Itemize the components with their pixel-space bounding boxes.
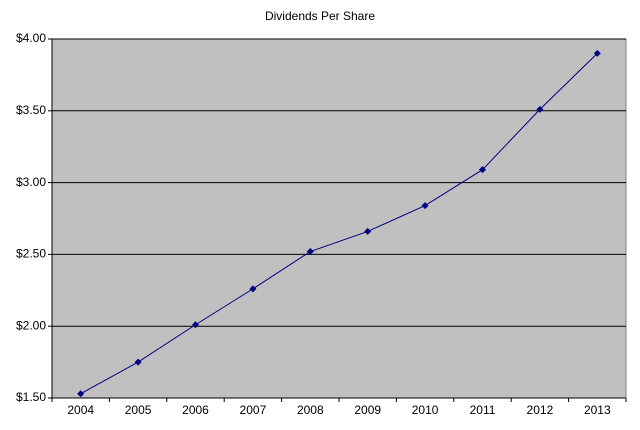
data-marker bbox=[364, 227, 372, 235]
x-tick-label: 2013 bbox=[584, 403, 611, 417]
x-tick-label: 2012 bbox=[527, 403, 554, 417]
data-line bbox=[80, 53, 598, 395]
data-marker bbox=[479, 166, 486, 174]
y-tick-label: $1.50 bbox=[16, 390, 46, 404]
x-tick-label: 2011 bbox=[470, 403, 496, 417]
data-marker bbox=[306, 248, 314, 256]
data-marker bbox=[249, 285, 257, 293]
data-marker bbox=[421, 202, 429, 210]
y-tick-label: $3.00 bbox=[16, 175, 46, 189]
data-marker bbox=[192, 321, 199, 329]
x-tick-label: 2009 bbox=[354, 403, 381, 417]
x-tick-label: 2005 bbox=[125, 403, 152, 417]
y-tick-label: $2.50 bbox=[16, 247, 46, 261]
x-tick-label: 2006 bbox=[182, 403, 209, 417]
data-marker bbox=[77, 390, 85, 398]
data-marker bbox=[134, 358, 142, 366]
x-tick-label: 2010 bbox=[412, 403, 439, 417]
x-tick-label: 2008 bbox=[297, 403, 324, 417]
x-tick-label: 2004 bbox=[67, 403, 94, 417]
y-tick-label: $3.50 bbox=[16, 103, 46, 117]
y-tick-label: $4.00 bbox=[16, 31, 46, 45]
x-tick-label: 2007 bbox=[240, 403, 267, 417]
data-marker bbox=[593, 49, 601, 57]
data-marker bbox=[536, 105, 544, 113]
chart-title: Dividends Per Share bbox=[265, 9, 375, 23]
y-tick-label: $2.00 bbox=[16, 318, 46, 332]
plot-area bbox=[51, 38, 627, 399]
